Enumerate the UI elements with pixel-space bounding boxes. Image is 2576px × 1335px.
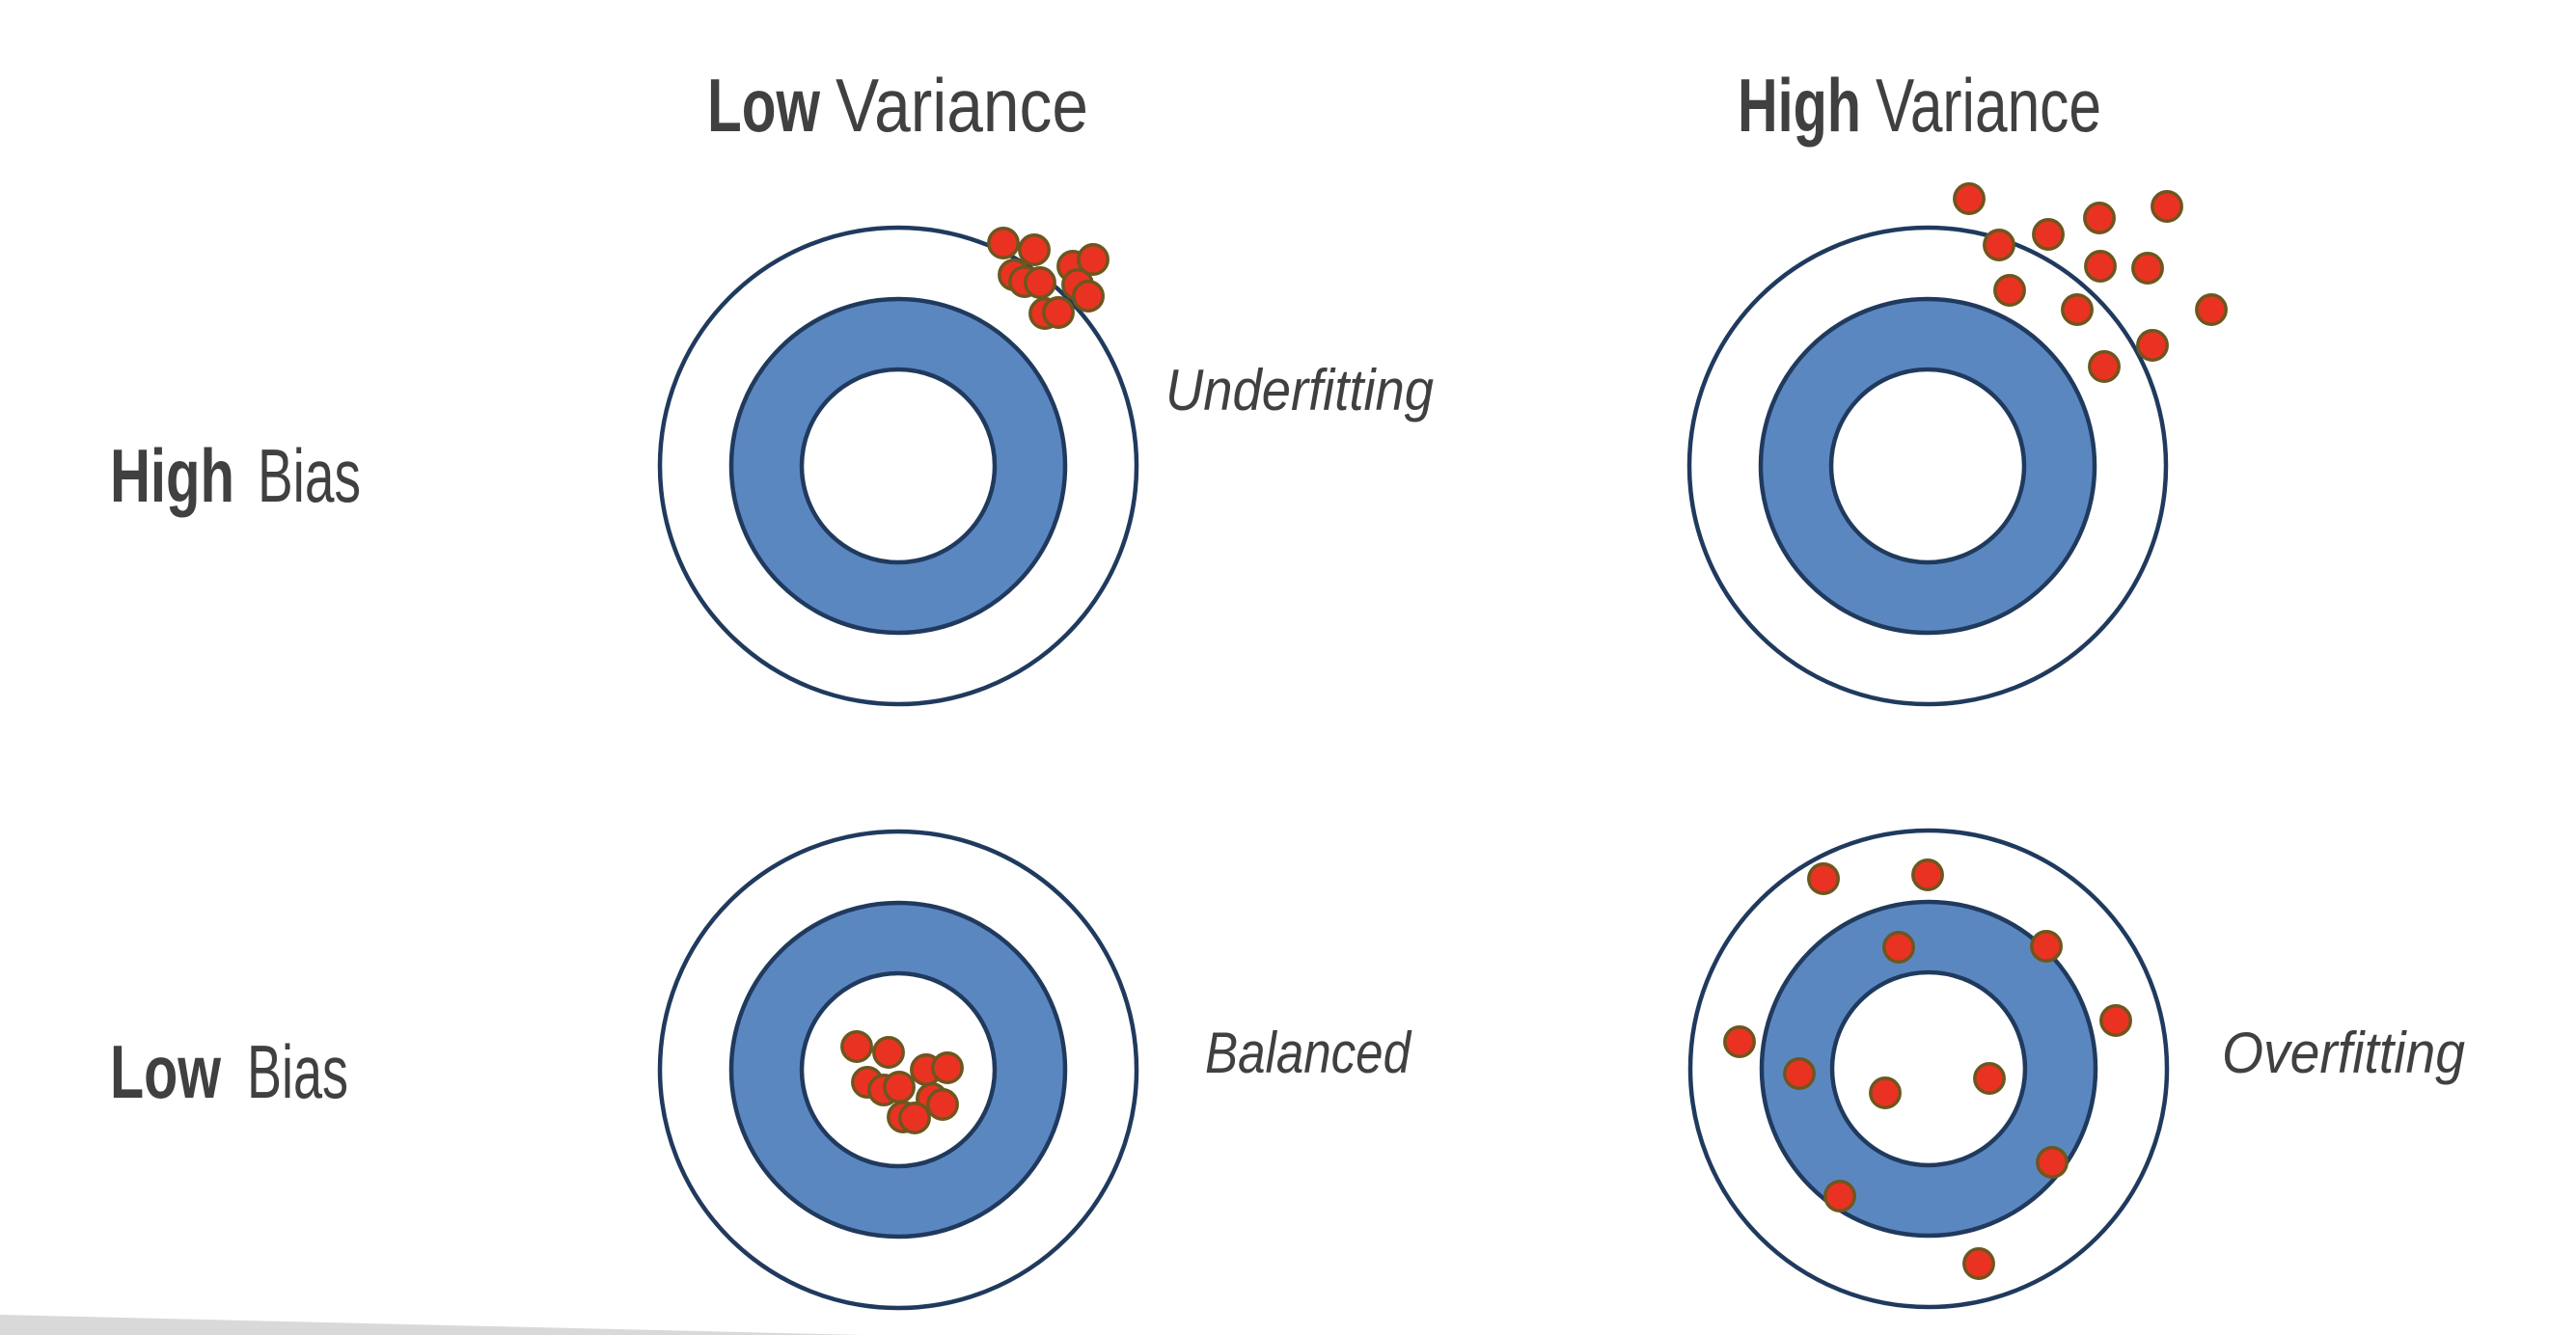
svg-text:High: High [1738, 63, 1861, 148]
svg-text:High: High [110, 433, 234, 518]
svg-text:Variance: Variance [1876, 63, 2101, 148]
svg-text:Low: Low [110, 1029, 221, 1114]
svg-text:Underfitting: Underfitting [1165, 358, 1434, 422]
svg-text:Low: Low [707, 63, 820, 148]
svg-text:Bias: Bias [247, 1029, 348, 1114]
svg-text:Overfitting: Overfitting [2222, 1021, 2465, 1085]
svg-text:Bias: Bias [258, 433, 361, 518]
svg-text:Variance: Variance [836, 63, 1088, 148]
svg-text:Balanced: Balanced [1205, 1021, 1411, 1085]
